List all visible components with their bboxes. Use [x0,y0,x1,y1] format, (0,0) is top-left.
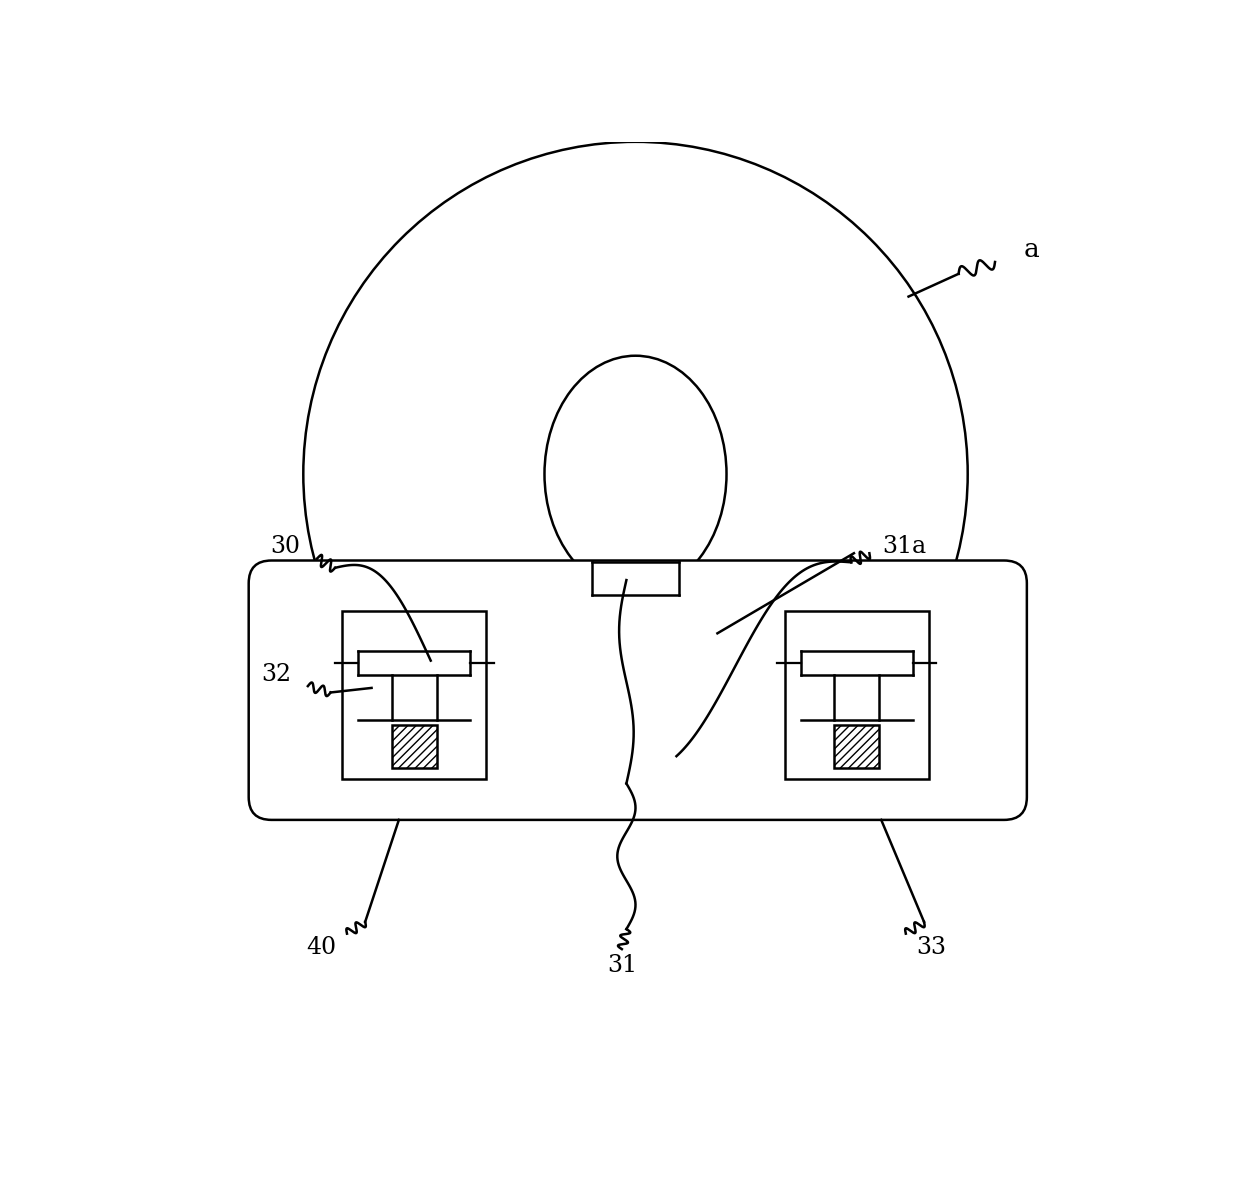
Text: 40: 40 [306,936,336,959]
FancyBboxPatch shape [249,560,1027,820]
Bar [835,725,879,768]
Text: 33: 33 [916,936,946,959]
Text: a: a [1023,236,1039,261]
Bar [785,611,929,779]
Text: 31a: 31a [882,535,926,558]
Bar [342,611,486,779]
Text: 31: 31 [606,954,637,978]
Bar [392,725,436,768]
Text: 30: 30 [270,535,300,558]
Text: 32: 32 [260,663,291,686]
